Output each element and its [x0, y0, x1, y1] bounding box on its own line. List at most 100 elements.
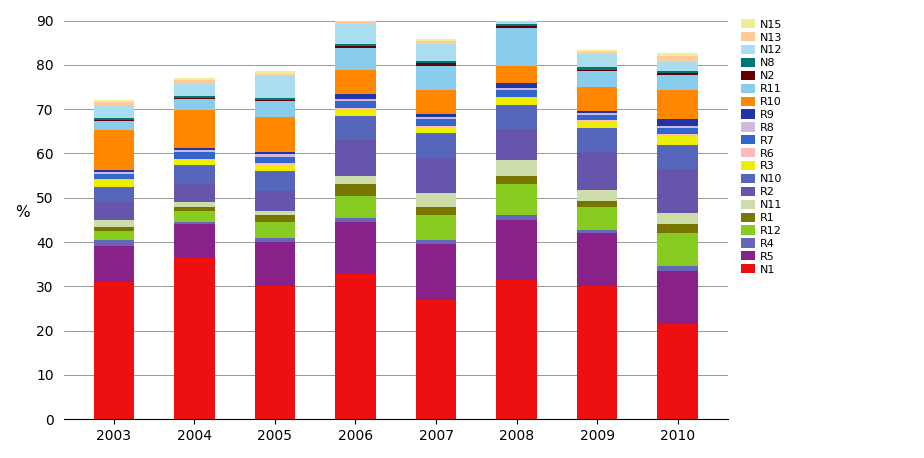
Bar: [416, 117, 456, 119]
Bar: [496, 185, 537, 215]
Bar: [416, 64, 456, 65]
Bar: [335, 222, 376, 273]
Bar: [175, 80, 214, 82]
Bar: [496, 160, 537, 175]
Bar: [335, 44, 376, 46]
Bar: [255, 76, 295, 98]
Bar: [577, 121, 617, 128]
Bar: [577, 71, 617, 87]
Bar: [335, 24, 376, 44]
Bar: [496, 90, 537, 97]
Bar: [255, 74, 295, 76]
Bar: [416, 300, 456, 419]
Legend: N15, N13, N12, N8, N2, R11, R10, R9, R8, R7, R6, R3, N10, R2, N11, R1, R12, R4, : N15, N13, N12, N8, N2, R11, R10, R9, R8,…: [740, 18, 784, 276]
Bar: [416, 244, 456, 300]
Bar: [93, 202, 134, 220]
Bar: [416, 133, 456, 158]
Bar: [175, 222, 214, 224]
Bar: [496, 12, 537, 15]
Bar: [93, 240, 134, 246]
Bar: [658, 128, 698, 134]
Bar: [577, 128, 617, 152]
Bar: [335, 94, 376, 99]
Bar: [93, 172, 134, 174]
Bar: [255, 163, 295, 164]
Bar: [255, 117, 295, 152]
Bar: [93, 118, 134, 120]
Bar: [255, 222, 295, 238]
Bar: [496, 98, 537, 105]
Bar: [496, 97, 537, 98]
Bar: [496, 175, 537, 185]
Bar: [658, 224, 698, 233]
Bar: [577, 152, 617, 190]
Bar: [93, 121, 134, 130]
Bar: [577, 229, 617, 233]
Bar: [175, 82, 214, 96]
Bar: [577, 52, 617, 54]
Bar: [496, 24, 537, 26]
Bar: [175, 202, 214, 207]
Bar: [496, 83, 537, 88]
Bar: [255, 171, 295, 191]
Bar: [93, 179, 134, 180]
Bar: [335, 46, 376, 48]
Bar: [658, 119, 698, 125]
Bar: [658, 90, 698, 119]
Bar: [496, 129, 537, 160]
Bar: [255, 152, 295, 154]
Bar: [577, 70, 617, 71]
Bar: [416, 65, 456, 90]
Bar: [658, 53, 698, 55]
Bar: [335, 185, 376, 196]
Bar: [255, 100, 295, 101]
Bar: [416, 61, 456, 64]
Bar: [577, 113, 617, 115]
Bar: [577, 87, 617, 111]
Bar: [658, 71, 698, 73]
Bar: [93, 227, 134, 231]
Bar: [93, 246, 134, 282]
Bar: [255, 211, 295, 215]
Bar: [416, 41, 456, 44]
Bar: [335, 109, 376, 116]
Bar: [658, 324, 698, 419]
Bar: [577, 67, 617, 70]
Bar: [175, 207, 214, 211]
Bar: [93, 103, 134, 105]
Bar: [496, 28, 537, 65]
Bar: [93, 231, 134, 240]
Bar: [496, 15, 537, 17]
Bar: [416, 240, 456, 244]
Bar: [93, 220, 134, 227]
Bar: [577, 115, 617, 120]
Bar: [175, 150, 214, 152]
Bar: [416, 215, 456, 240]
Bar: [335, 218, 376, 222]
Bar: [335, 19, 376, 22]
Bar: [658, 213, 698, 224]
Bar: [658, 55, 698, 62]
Bar: [175, 159, 214, 160]
Bar: [175, 211, 214, 222]
Bar: [416, 114, 456, 117]
Bar: [496, 105, 537, 129]
Bar: [335, 196, 376, 218]
Bar: [175, 98, 214, 99]
Bar: [175, 110, 214, 147]
Bar: [93, 282, 134, 419]
Bar: [658, 271, 698, 324]
Bar: [416, 39, 456, 41]
Bar: [175, 160, 214, 164]
Bar: [93, 105, 134, 118]
Bar: [255, 191, 295, 211]
Bar: [255, 238, 295, 242]
Bar: [577, 207, 617, 229]
Bar: [175, 224, 214, 257]
Bar: [335, 116, 376, 140]
Bar: [335, 22, 376, 24]
Bar: [577, 120, 617, 121]
Bar: [93, 120, 134, 121]
Bar: [416, 193, 456, 207]
Bar: [577, 201, 617, 207]
